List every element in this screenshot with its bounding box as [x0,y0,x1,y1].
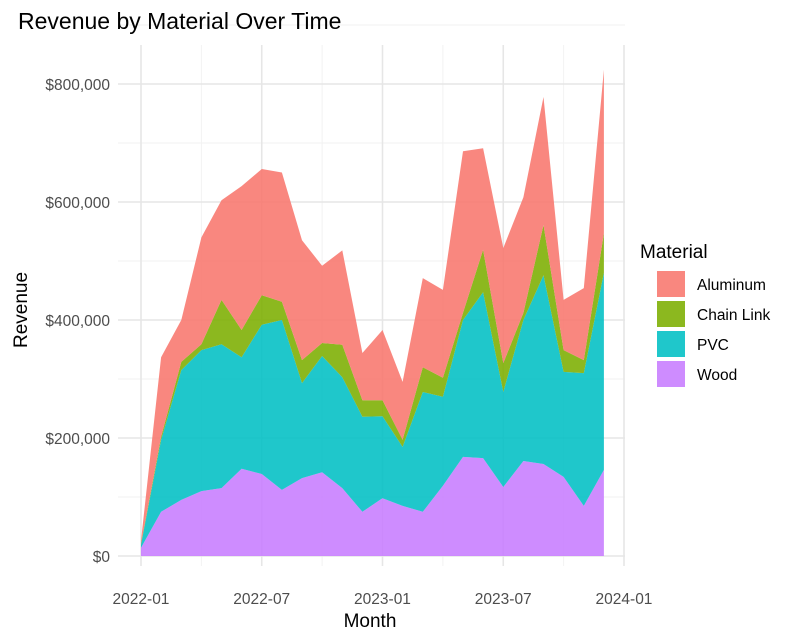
legend: Material Aluminum Chain Link PVC Wood [640,242,770,387]
areas [141,69,604,556]
x-tick-label: 2023-07 [475,591,532,608]
x-tick-label: 2023-01 [354,591,411,608]
x-axis-label: Month [344,611,397,632]
legend-label: Wood [697,367,737,384]
y-tick-label: $600,000 [45,195,110,212]
legend-title: Material [640,242,708,263]
x-tick-label: 2022-07 [233,591,290,608]
area-chain-link [141,225,604,545]
y-axis-ticks: $0 $200,000 $400,000 $600,000 $800,000 [45,77,110,566]
x-axis-ticks: 2022-01 2022-07 2023-01 2023-07 2024-01 [113,591,653,608]
legend-key-wood [657,361,685,387]
legend-label: Chain Link [697,307,770,324]
y-tick-label: $800,000 [45,77,110,94]
area-pvc [141,272,604,548]
y-tick-label: $0 [93,549,111,566]
area-aluminum [141,69,604,544]
area-wood [141,456,604,556]
x-tick-label: 2022-01 [113,591,170,608]
chart-title: Revenue by Material Over Time [18,8,341,34]
legend-key-pvc [657,331,685,357]
x-tick-label: 2024-01 [596,591,653,608]
legend-label: PVC [697,337,729,354]
y-axis-label: Revenue [11,272,32,348]
legend-label: Aluminum [697,277,766,294]
y-tick-label: $200,000 [45,431,110,448]
legend-key-aluminum [657,271,685,297]
y-tick-label: $400,000 [45,313,110,330]
legend-key-chain-link [657,301,685,327]
